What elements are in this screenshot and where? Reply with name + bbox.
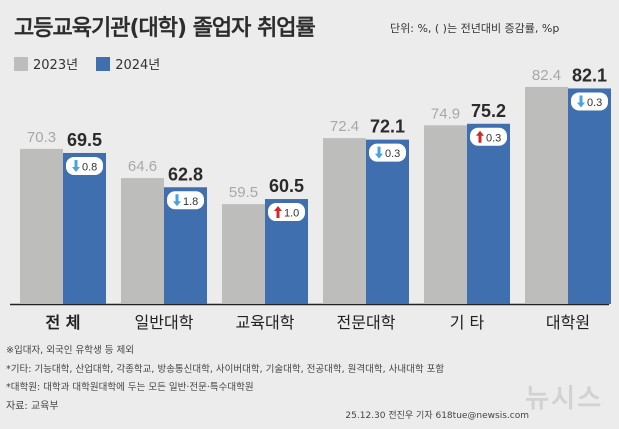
source-note: 자료: 교육부 <box>6 400 59 412</box>
change-value-label: 0.3 <box>385 148 400 160</box>
unit-note: 단위: %, ( )는 전년대비 증감률, %p <box>390 22 560 35</box>
change-value-label: 0.8 <box>82 161 97 173</box>
category-label: 전 체 <box>45 313 80 332</box>
data-label-2023: 70.3 <box>27 129 56 146</box>
category-label: 대학원 <box>546 313 590 332</box>
change-value-label: 0.3 <box>486 132 501 144</box>
category-label: 교육대학 <box>236 313 295 332</box>
legend-label-2023: 2023년 <box>33 58 79 73</box>
legend-item-2023: 2023년 <box>14 57 82 73</box>
newsis-watermark: 뉴시스 <box>525 384 603 414</box>
bar-2023 <box>222 204 265 304</box>
data-label-2023: 82.4 <box>532 67 561 84</box>
footnote-exclusion: ※입대자, 외국인 유학생 등 제외 <box>6 345 134 356</box>
legend-label-2024: 2024년 <box>115 58 161 73</box>
bar-2024 <box>467 123 510 304</box>
category-label: 전문대학 <box>337 313 396 332</box>
legend-item-2024: 2024년 <box>96 57 161 73</box>
chart-title: 고등교육기관(대학) 졸업자 취업률 <box>14 16 316 41</box>
change-value-label: 1.8 <box>183 196 198 208</box>
legend-swatch-2024 <box>96 57 111 71</box>
legend: 2023년 2024년 <box>14 54 174 73</box>
bar-2023 <box>20 148 63 304</box>
arrow-down-icon <box>375 146 383 159</box>
category-label: 기 타 <box>450 313 485 332</box>
legend-swatch-2023 <box>14 57 28 71</box>
bar-2023 <box>424 125 467 304</box>
data-label-2023: 59.5 <box>229 184 258 201</box>
footnotes: ※입대자, 외국인 유학생 등 제외 *기타: 기능대학, 산업대학, 각종학교… <box>6 342 444 416</box>
data-label-2024: 75.2 <box>471 101 506 121</box>
bar-chart: 70.3 69.5 0.8 전 체 64.6 62.8 1.8 일반대학 59.5 60.5 1.0… <box>10 65 611 332</box>
bar-2023 <box>525 86 568 304</box>
bar-2023 <box>323 138 366 304</box>
arrow-up-icon <box>476 130 484 143</box>
change-value-label: 0.3 <box>587 97 602 109</box>
bar-2024 <box>568 88 611 304</box>
data-label-2023: 64.6 <box>128 158 157 175</box>
data-label-2023: 74.9 <box>431 105 460 122</box>
bar-2023 <box>121 178 164 304</box>
bar-2024 <box>366 139 409 304</box>
data-label-2024: 82.1 <box>572 65 607 85</box>
data-label-2023: 72.4 <box>330 118 359 135</box>
change-value-label: 1.0 <box>284 208 299 220</box>
footnote-other: *기타: 기능대학, 산업대학, 각종학교, 방송통신대학, 사이버대학, 기술… <box>6 363 445 375</box>
arrow-down-icon <box>173 194 181 207</box>
arrow-down-icon <box>577 95 585 108</box>
arrow-up-icon <box>274 206 282 219</box>
data-label-2024: 62.8 <box>168 164 203 184</box>
data-label-2024: 69.5 <box>67 130 102 150</box>
title-block: 고등교육기관(대학) 졸업자 취업률 <box>14 10 316 41</box>
data-label-2024: 72.1 <box>370 117 405 137</box>
footnote-graduate: *대학원: 대학과 대학원대학에 두는 모든 일반·전문·특수대학원 <box>6 382 254 393</box>
category-label: 일반대학 <box>135 313 194 332</box>
data-label-2024: 60.5 <box>269 176 304 196</box>
credit-line: 25.12.30 전진우 기자 618tue@newsis.com <box>345 411 529 421</box>
bar-2024 <box>63 152 106 304</box>
arrow-down-icon <box>72 159 80 172</box>
